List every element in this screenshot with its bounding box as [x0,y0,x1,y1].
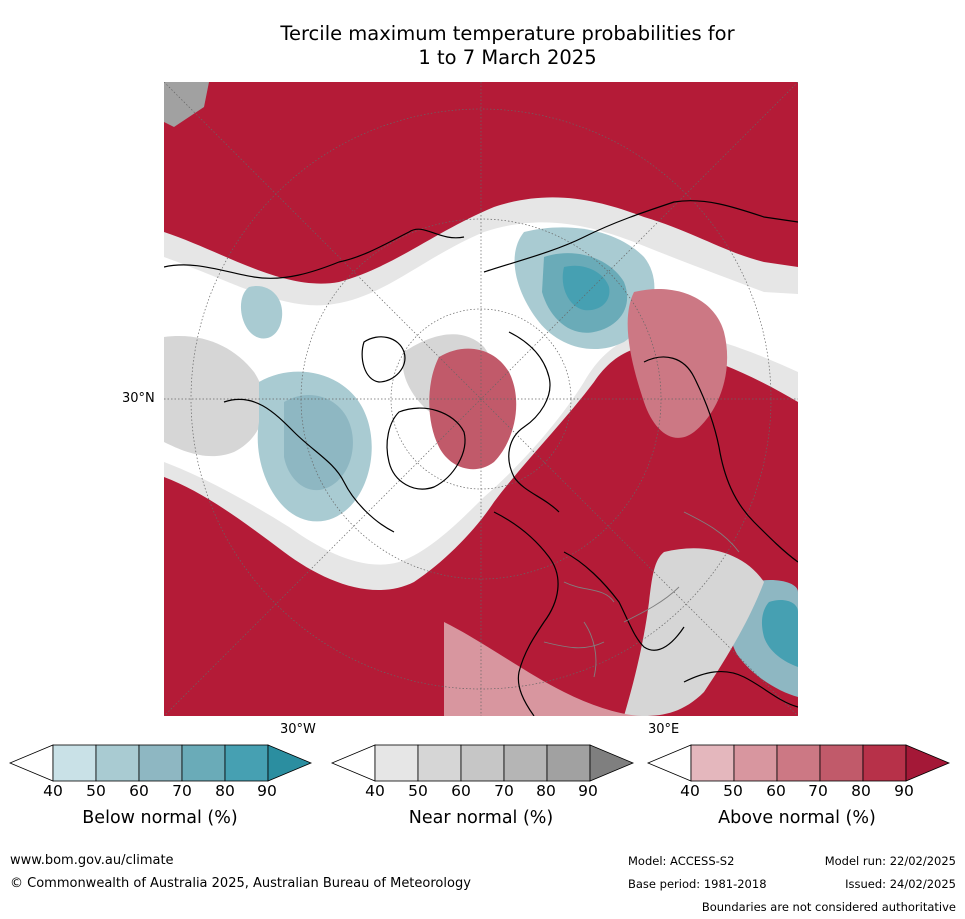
tick-label: 60 [451,782,471,800]
website-link[interactable]: www.bom.gov.au/climate [10,853,174,868]
colorbar-extend-low [646,744,692,782]
title-line-1: Tercile maximum temperature probabilitie… [280,22,735,45]
coastline [361,336,406,383]
colorbar-ticks-above: 40 50 60 70 80 90 [648,782,948,802]
colorbar-segment [52,744,97,782]
coastlines [164,200,798,716]
tick-label: 50 [723,782,743,800]
colorbar-extend-low [330,744,376,782]
model-run-date: Model run: 22/02/2025 [824,854,956,868]
gray-left [164,336,265,457]
colorbar-segment [776,744,821,782]
tick-label: 60 [766,782,786,800]
country-borders [543,511,740,678]
base-period: Base period: 1981-2018 [628,877,767,891]
map-title: Tercile maximum temperature probabilitie… [165,22,850,70]
below-normal-east-core [761,600,798,667]
colorbar-segment [95,744,140,782]
colorbar-segment [546,744,591,782]
title-line-2: 1 to 7 March 2025 [418,46,597,69]
tick-label: 40 [43,782,63,800]
colorbar-segment [733,744,778,782]
colorbar-segment [224,744,269,782]
tick-label: 50 [86,782,106,800]
colorbar-extend-high [905,744,951,782]
map-graphic [164,82,798,716]
colorbar-segment [181,744,226,782]
tick-label: 90 [894,782,914,800]
colorbar-below-normal [8,744,313,782]
colorbar-extend-high [589,744,635,782]
colorbar-label-near: Near normal (%) [408,808,554,828]
tick-label: 60 [129,782,149,800]
below-normal-patch [240,286,283,339]
above-normal-arctic [429,348,517,470]
coastline [563,551,685,651]
colorbar-extend-high [267,744,313,782]
colorbar-extend-low [8,744,54,782]
colorbar-above-normal [646,744,951,782]
coastline [164,228,465,279]
tick-label: 40 [680,782,700,800]
above-normal-bottom [444,622,644,716]
colorbar-segment [862,744,907,782]
near-normal-east [624,548,764,716]
above-normal-pink [627,288,728,438]
colorbar-near-normal [330,744,635,782]
longitude-label-east: 30°E [648,722,680,737]
latitude-label: 30°N [122,391,155,406]
tick-label: 90 [578,782,598,800]
colorbar-ticks-below: 40 50 60 70 80 90 [10,782,310,802]
issued-date: Issued: 24/02/2025 [845,877,956,891]
model-name: Model: ACCESS-S2 [628,854,735,868]
below-normal-west-core [284,394,353,491]
tick-label: 70 [172,782,192,800]
coastline [643,356,798,563]
copyright-text: © Commonwealth of Australia 2025, Austra… [10,876,471,891]
longitude-label-west: 30°W [280,722,316,737]
colorbar-graphic [646,744,951,782]
colorbar-segment [503,744,548,782]
coastline-greenland [386,407,466,490]
tick-label: 70 [808,782,828,800]
borders [543,511,740,678]
coastline-europe [493,511,559,716]
coastline [223,398,395,533]
tick-label: 40 [365,782,385,800]
meridian-line [164,82,798,716]
tick-label: 90 [257,782,277,800]
tick-label: 80 [536,782,556,800]
colorbar-segment [417,744,462,782]
tick-label: 50 [408,782,428,800]
colorbar-graphic [8,744,313,782]
colorbar-segment [138,744,183,782]
coastline [508,331,560,513]
boundaries-disclaimer: Boundaries are not considered authoritat… [701,900,956,914]
colorbar-graphic [330,744,635,782]
colorbar-label-below: Below normal (%) [82,808,238,828]
colorbar-segment [374,744,419,782]
tick-label: 80 [851,782,871,800]
colorbar-ticks-near: 40 50 60 70 80 90 [332,782,632,802]
coastline [683,671,798,708]
tick-label: 70 [494,782,514,800]
colorbar-segment [460,744,505,782]
colorbar-label-above: Above normal (%) [718,808,876,828]
graticule [164,82,798,716]
coastline [483,200,798,273]
colorbar-segment [690,744,735,782]
tick-label: 80 [215,782,235,800]
below-normal-asia-strong [562,265,610,311]
probability-map [164,82,798,716]
colorbar-segment [819,744,864,782]
